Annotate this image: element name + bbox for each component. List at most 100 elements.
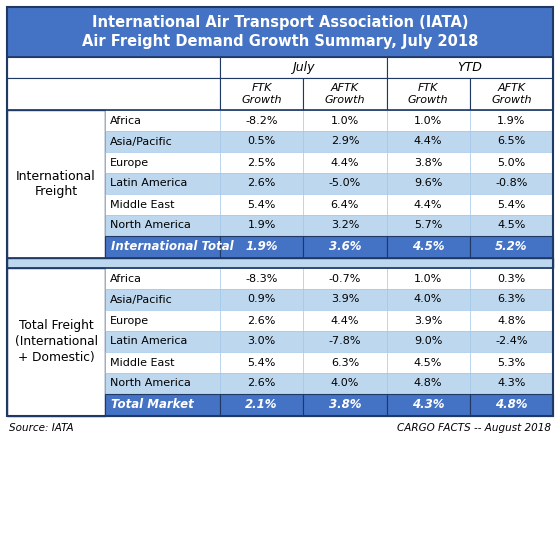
Bar (220, 131, 304, 152)
Text: July: July (292, 61, 315, 74)
Text: Middle East: Middle East (110, 200, 175, 209)
Text: North America: North America (110, 220, 191, 231)
Bar (304, 110, 386, 131)
Bar (470, 289, 553, 310)
Text: 0.3%: 0.3% (497, 274, 525, 283)
Bar (105, 394, 220, 416)
Text: -8.2%: -8.2% (245, 115, 278, 126)
Text: -0.7%: -0.7% (329, 274, 361, 283)
Text: CARGO FACTS -- August 2018: CARGO FACTS -- August 2018 (397, 423, 551, 433)
Bar (105, 310, 220, 331)
Text: International Air Transport Association (IATA)
Air Freight Demand Growth Summary: International Air Transport Association … (82, 15, 478, 49)
Text: 4.5%: 4.5% (412, 240, 445, 254)
Bar (7, 268, 553, 416)
Bar (386, 373, 470, 394)
Text: 4.0%: 4.0% (331, 379, 359, 388)
Text: -8.3%: -8.3% (245, 274, 278, 283)
Bar (220, 268, 304, 289)
Bar (304, 152, 386, 173)
Text: 3.6%: 3.6% (329, 240, 361, 254)
Bar (220, 289, 304, 310)
Bar (220, 236, 304, 258)
Bar (220, 152, 304, 173)
Text: 2.5%: 2.5% (248, 158, 276, 168)
Text: 5.2%: 5.2% (495, 240, 528, 254)
Text: 5.4%: 5.4% (248, 200, 276, 209)
Text: 3.9%: 3.9% (414, 316, 442, 325)
Text: 4.0%: 4.0% (414, 294, 442, 305)
Text: Europe: Europe (110, 158, 149, 168)
Text: Total Market: Total Market (111, 399, 194, 411)
Bar (304, 331, 386, 352)
Bar (304, 352, 386, 373)
Bar (386, 173, 470, 194)
Bar (7, 268, 105, 416)
Text: FTK
Growth: FTK Growth (408, 83, 449, 105)
Bar (386, 78, 470, 110)
Bar (386, 110, 470, 131)
Text: Source: IATA: Source: IATA (9, 423, 73, 433)
Bar (470, 131, 553, 152)
Text: Europe: Europe (110, 316, 149, 325)
Bar (386, 194, 470, 215)
Bar (304, 310, 386, 331)
Bar (220, 57, 386, 78)
Text: Middle East: Middle East (110, 357, 175, 368)
Bar (304, 131, 386, 152)
Text: 4.8%: 4.8% (497, 316, 526, 325)
Text: International
Freight: International Freight (16, 170, 96, 199)
Bar (7, 110, 553, 258)
Text: 0.9%: 0.9% (248, 294, 276, 305)
Bar (304, 236, 386, 258)
Text: 5.7%: 5.7% (414, 220, 442, 231)
Text: Asia/Pacific: Asia/Pacific (110, 137, 172, 146)
Bar (304, 194, 386, 215)
Text: -0.8%: -0.8% (495, 178, 528, 189)
Bar (470, 331, 553, 352)
Text: International Total: International Total (111, 240, 234, 254)
Bar (7, 258, 553, 268)
Bar (470, 152, 553, 173)
Text: 9.6%: 9.6% (414, 178, 442, 189)
Text: Latin America: Latin America (110, 178, 188, 189)
Bar (7, 57, 220, 78)
Bar (105, 152, 220, 173)
Bar (220, 331, 304, 352)
Text: 5.4%: 5.4% (248, 357, 276, 368)
Text: AFTK
Growth: AFTK Growth (491, 83, 531, 105)
Text: 6.3%: 6.3% (331, 357, 359, 368)
Text: 3.8%: 3.8% (329, 399, 361, 411)
Text: North America: North America (110, 379, 191, 388)
Bar (470, 110, 553, 131)
Bar (220, 310, 304, 331)
Bar (470, 173, 553, 194)
Bar (105, 352, 220, 373)
Text: 4.8%: 4.8% (414, 379, 442, 388)
Bar (304, 215, 386, 236)
Bar (105, 215, 220, 236)
Bar (386, 131, 470, 152)
Text: 4.3%: 4.3% (497, 379, 526, 388)
Text: 2.6%: 2.6% (248, 379, 276, 388)
Bar (105, 236, 220, 258)
Bar (470, 268, 553, 289)
Bar (470, 215, 553, 236)
Text: Asia/Pacific: Asia/Pacific (110, 294, 172, 305)
Text: 2.9%: 2.9% (330, 137, 359, 146)
Bar (386, 310, 470, 331)
Bar (7, 78, 220, 110)
Text: 5.0%: 5.0% (497, 158, 525, 168)
Bar (7, 7, 553, 57)
Text: 2.6%: 2.6% (248, 178, 276, 189)
Bar (105, 131, 220, 152)
Bar (470, 352, 553, 373)
Text: 4.8%: 4.8% (495, 399, 528, 411)
Text: Latin America: Latin America (110, 337, 188, 347)
Bar (304, 78, 386, 110)
Bar (105, 289, 220, 310)
Bar (386, 289, 470, 310)
Text: 4.4%: 4.4% (414, 137, 442, 146)
Text: 1.0%: 1.0% (414, 274, 442, 283)
Text: FTK
Growth: FTK Growth (241, 83, 282, 105)
Text: 1.9%: 1.9% (245, 240, 278, 254)
